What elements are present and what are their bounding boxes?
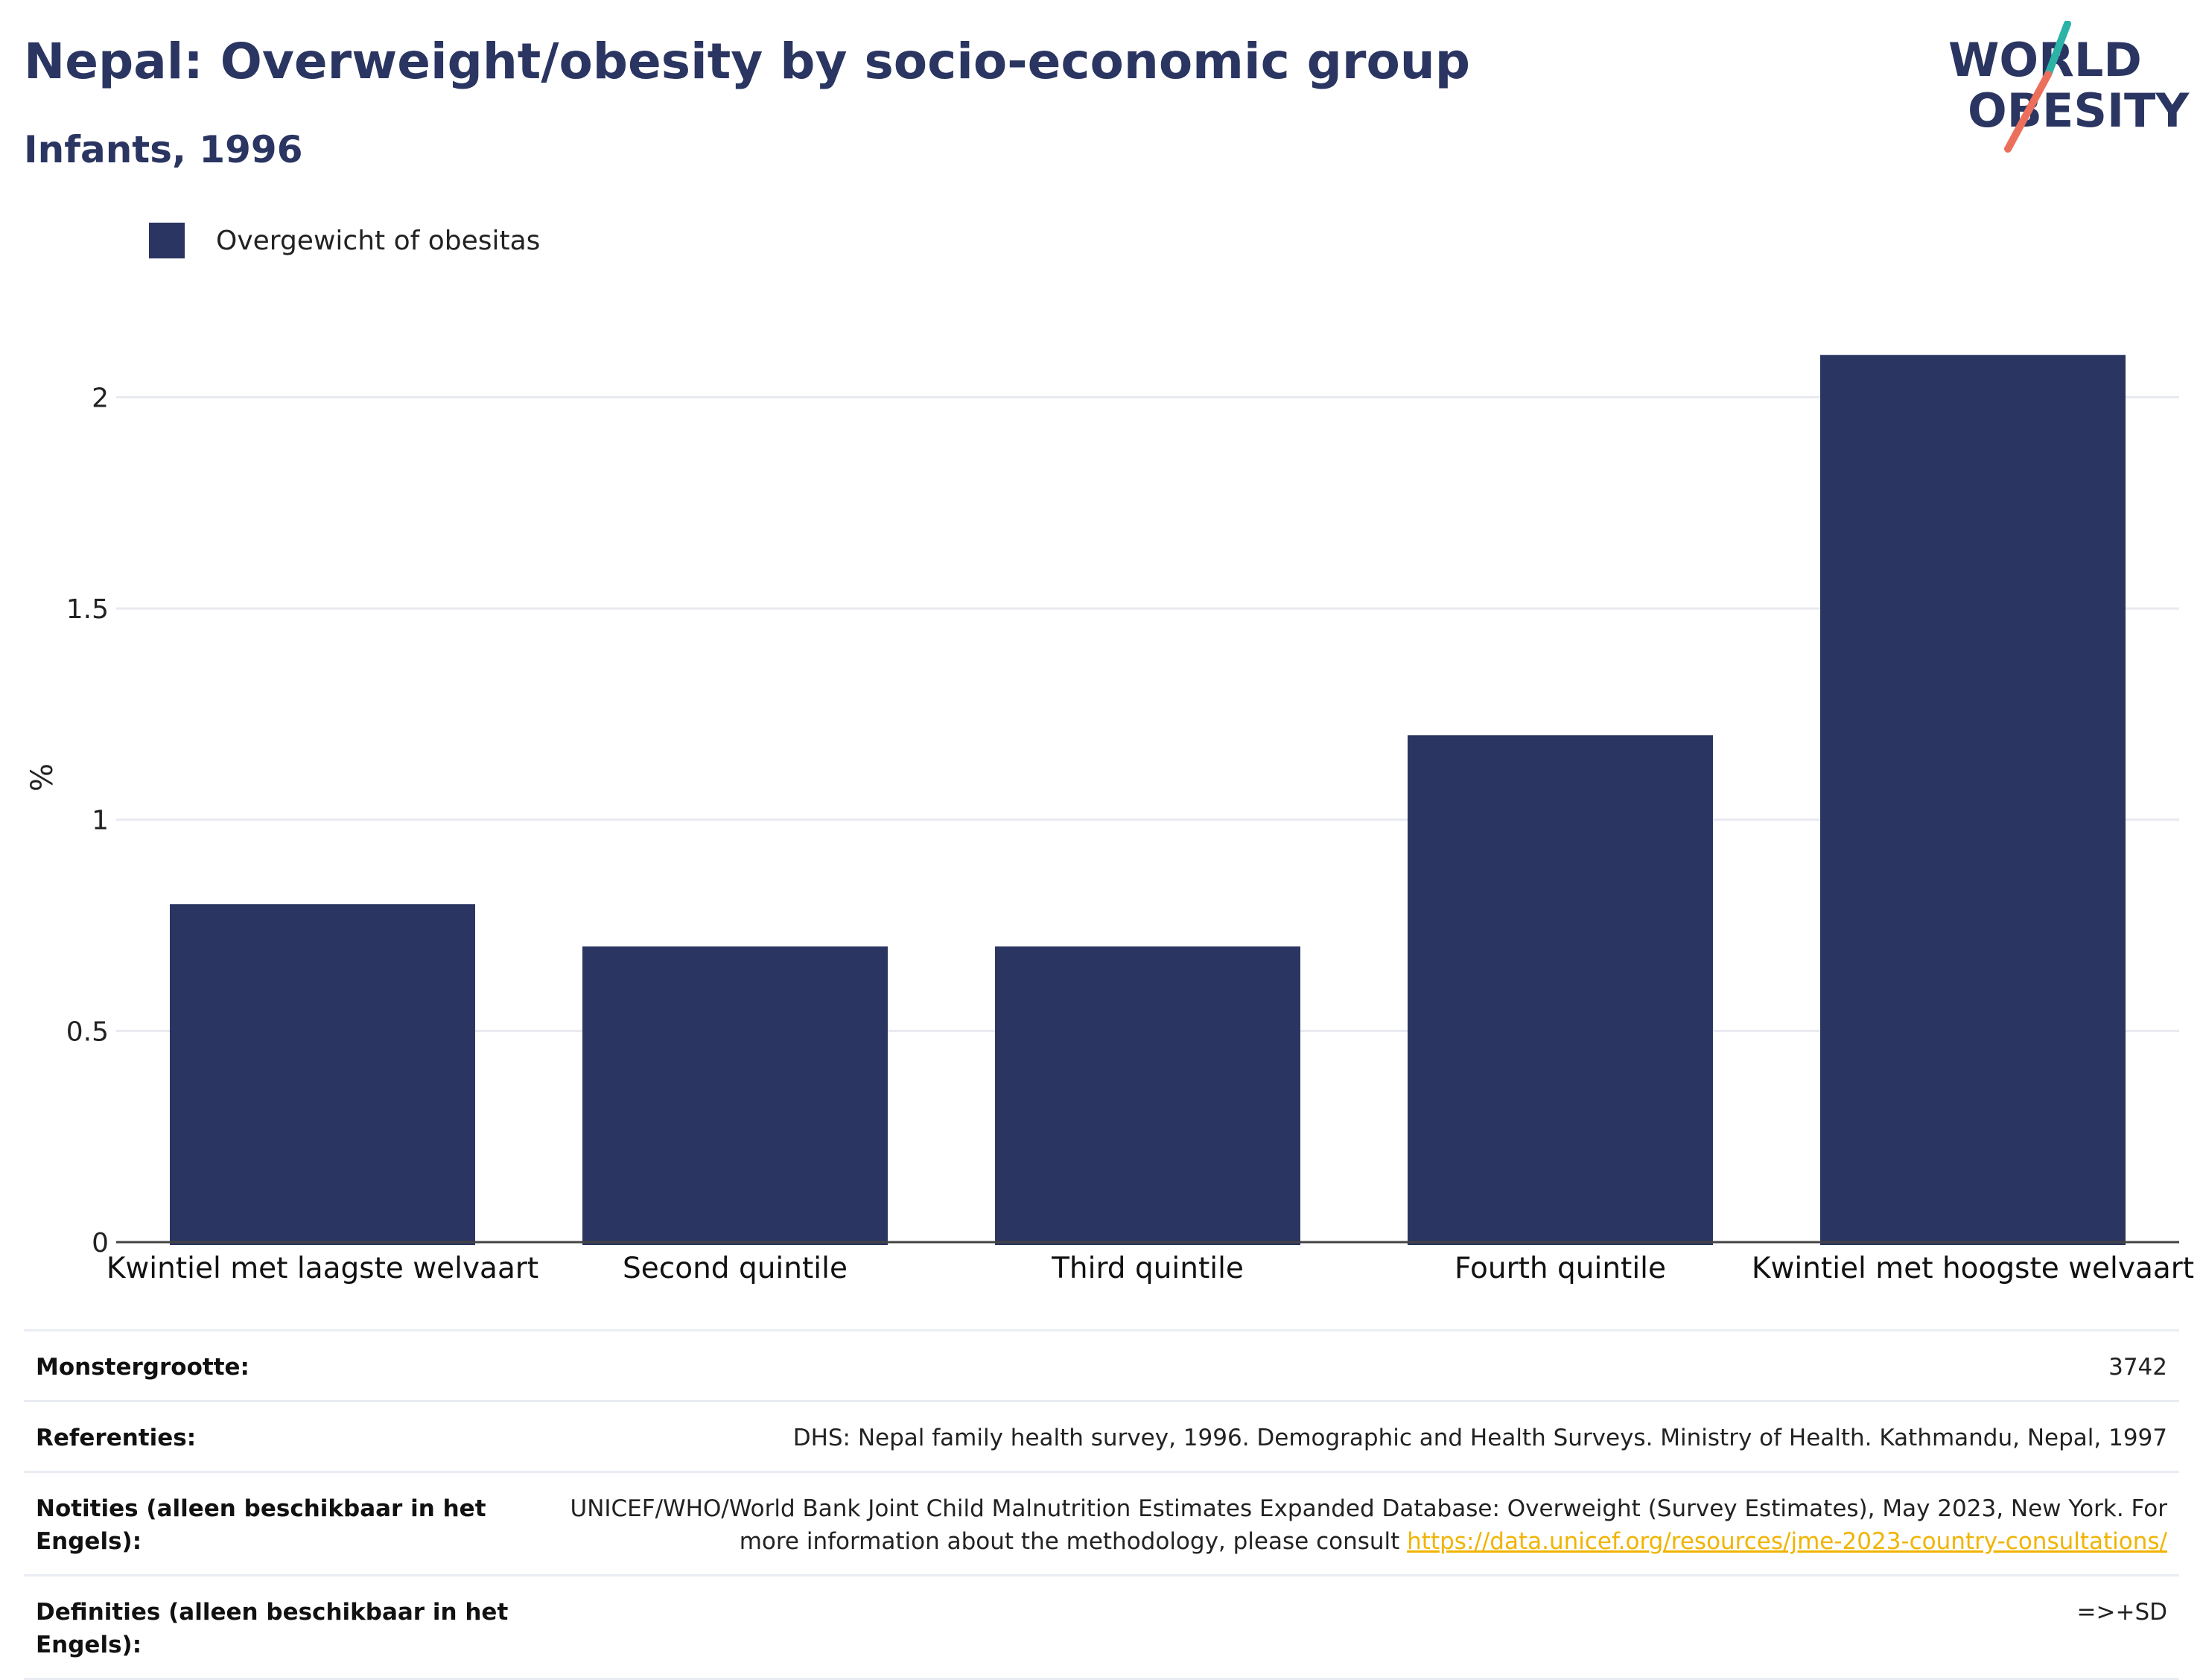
notes-value: UNICEF/WHO/World Bank Joint Child Malnut… <box>570 1495 2168 1555</box>
meta-row-definitions: Definities (alleen beschikbaar in het En… <box>24 1574 2179 1680</box>
meta-row-references: Referenties: DHS: Nepal family health su… <box>24 1400 2179 1471</box>
legend-swatch <box>149 223 185 258</box>
y-axis-label: % <box>25 763 60 792</box>
meta-row-notes: Notities (alleen beschikbaar in het Enge… <box>24 1471 2179 1574</box>
notes-link[interactable]: https://data.unicef.org/resources/jme-20… <box>1407 1528 2167 1555</box>
x-tick-label: Kwintiel met laagste welvaart <box>107 1252 538 1285</box>
notes-label: Notities (alleen beschikbaar in het Enge… <box>36 1495 486 1555</box>
bar <box>170 904 475 1245</box>
legend[interactable]: Overgewicht of obesitas <box>149 222 540 259</box>
y-tick-label: 1 <box>92 806 109 836</box>
x-tick-label: Kwintiel met hoogste welvaart <box>1752 1252 2194 1285</box>
chart-subtitle: Infants, 1996 <box>24 128 303 171</box>
bar <box>1820 354 2126 1245</box>
x-tick-label: Second quintile <box>623 1252 848 1285</box>
chart-title: Nepal: Overweight/obesity by socio-econo… <box>24 33 1471 90</box>
logo-slash-teal <box>2044 21 2071 78</box>
legend-label: Overgewicht of obesitas <box>216 225 541 256</box>
bar-chart: 0 0.5 1 1.5 2% Kwintiel met laagste welvaart S… <box>25 354 2194 1285</box>
y-tick-label: 0.5 <box>66 1016 109 1047</box>
references-value: DHS: Nepal family health survey, 1996. D… <box>792 1425 2167 1451</box>
metadata-table: Monstergrootte: 3742 Referenties: DHS: N… <box>24 1329 2179 1680</box>
definitions-value: =>+SD <box>2076 1599 2167 1626</box>
references-label: Referenties: <box>36 1425 197 1451</box>
x-tick-label: Third quintile <box>1051 1252 1244 1285</box>
definitions-label: Definities (alleen beschikbaar in het En… <box>36 1599 509 1658</box>
meta-row-sample-size: Monstergrootte: 3742 <box>24 1329 2179 1400</box>
world-obesity-logo: WORLD OBESITY <box>1948 21 2190 153</box>
bar <box>1408 735 1713 1245</box>
bar <box>995 946 1300 1245</box>
notes-value-container: UNICEF/WHO/World Bank Joint Child Malnut… <box>544 1492 2168 1558</box>
y-tick-label: 1.5 <box>66 594 109 625</box>
logo-slash-coral <box>2004 71 2052 153</box>
x-tick-label: Fourth quintile <box>1455 1252 1666 1285</box>
bar <box>582 946 888 1245</box>
y-tick-label: 2 <box>92 383 109 413</box>
sample-size-label: Monstergrootte: <box>36 1354 249 1381</box>
logo-word-obesity: OBESITY <box>1968 83 2190 138</box>
sample-size-value: 3742 <box>2108 1354 2167 1381</box>
y-tick-label: 0 <box>92 1228 109 1259</box>
